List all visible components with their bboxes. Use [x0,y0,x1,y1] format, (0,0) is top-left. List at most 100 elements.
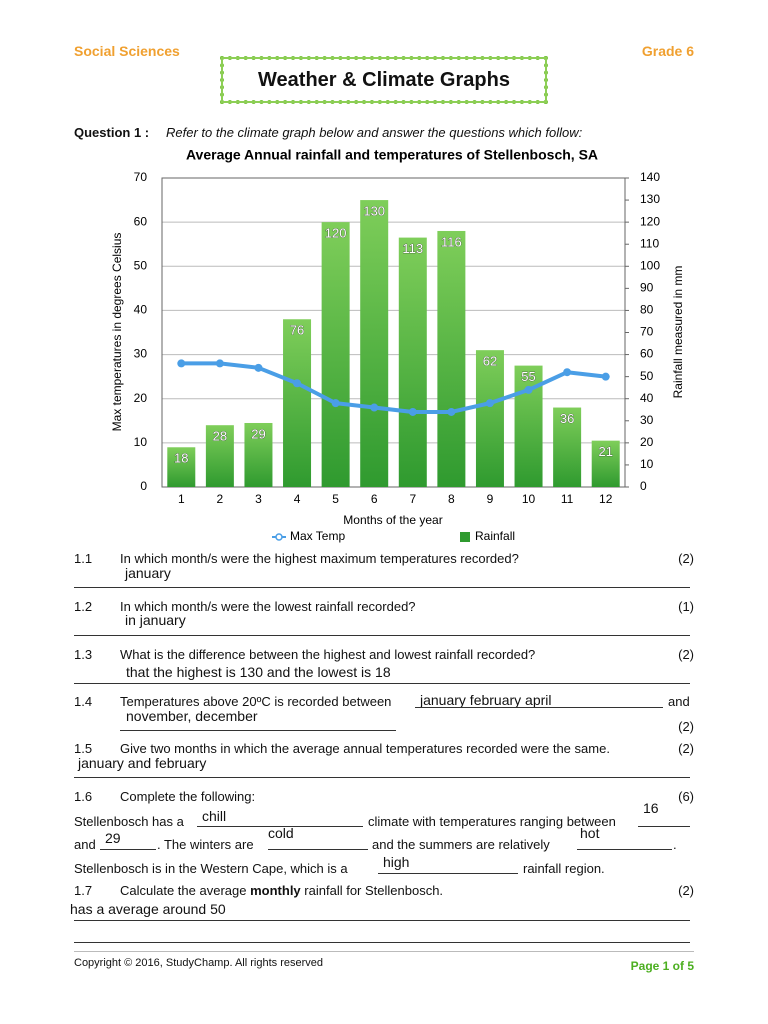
answer: january [125,565,171,581]
y2-tick-label: 80 [640,303,654,317]
x-tick-label: 6 [371,492,378,506]
answer-line [74,777,690,778]
point [331,399,340,408]
answer-line [100,849,156,850]
x-tick-label: 3 [255,492,262,506]
point [485,399,494,408]
answer: cold [268,825,294,841]
y-tick-label: 50 [134,258,148,272]
answer-line [74,942,690,943]
answer-line [74,587,690,588]
answer: 16 [643,800,659,816]
point [524,385,533,394]
q-marks: (2) [678,883,694,898]
answer-line [577,849,672,850]
bar-label: 116 [441,234,462,249]
bar [321,222,350,487]
q-marks: (2) [678,719,694,734]
answer: high [383,854,410,870]
answer: in january [125,612,186,628]
legend-label: Max Temp [290,529,345,543]
q-number: 1.7 [74,883,93,898]
y2-tick-label: 70 [640,325,654,339]
bar-label: 36 [560,411,574,426]
answer-line [415,707,663,708]
y2-axis-title: Rainfall measured in mm [671,266,685,399]
q-number: 1.3 [74,647,93,662]
legend-swatch [275,533,283,541]
x-tick-label: 1 [178,492,185,506]
question-label: Question 1 : [74,125,150,140]
answer-line [74,920,690,921]
plot-frame [161,177,626,488]
sentence: and the summers are relatively [372,837,550,852]
answer: january february april [420,692,552,708]
legend-label: Rainfall [475,529,515,543]
q-marks: (2) [678,741,694,756]
answer-line [74,683,690,684]
y2-tick-label: 60 [640,347,654,361]
sentence: rainfall region. [523,861,605,876]
answer-line [268,849,368,850]
y2-tick-label: 90 [640,281,654,295]
answer-line [120,730,396,731]
x-tick-label: 9 [487,492,494,506]
answer: has a average around 50 [70,901,226,917]
q-text: Calculate the average monthly rainfall f… [120,883,443,899]
x-axis-title: Months of the year [343,513,442,527]
instruction: Refer to the climate graph below and ans… [166,125,583,140]
bar [398,237,427,487]
bar-label: 76 [290,323,304,338]
point [370,403,379,412]
y2-tick-label: 130 [640,192,660,206]
y-tick-label: 60 [134,214,148,228]
footer-rule [74,951,694,952]
q-number: 1.1 [74,551,93,566]
chart-title: Average Annual rainfall and temperatures… [186,147,598,163]
y2-tick-label: 140 [640,170,660,184]
y-tick-label: 40 [134,303,148,317]
sentence: . The winters are [157,837,254,852]
y-tick-label: 30 [134,347,148,361]
q-marks: (2) [678,551,694,566]
q-marks: (1) [678,599,694,614]
q-marks: (2) [678,647,694,662]
bar [437,230,466,487]
q-bold: monthly [250,883,301,898]
copyright: Copyright © 2016, StudyChamp. All rights… [74,957,324,969]
x-tick-label: 7 [409,492,416,506]
y-tick-label: 20 [134,391,148,405]
y-tick-label: 0 [140,479,147,493]
line [181,361,606,414]
bar [591,440,620,487]
q-text: Give two months in which the average ann… [120,741,610,756]
x-tick-label: 4 [294,492,301,506]
answer: november, december [126,708,258,724]
bar [475,350,504,487]
subject: Social Sciences [74,43,180,59]
bar-label: 55 [521,369,535,384]
x-tick-label: 10 [522,492,536,506]
title: Weather & Climate Graphs [258,69,510,91]
bar-label: 113 [402,241,423,256]
bar-label: 62 [483,354,497,369]
legend-swatch [460,532,470,542]
q-text: Calculate the average [120,883,247,898]
answer: 29 [105,830,121,846]
y2-tick-label: 30 [640,413,654,427]
q-text: In which month/s were the lowest rainfal… [120,599,416,614]
sentence: Stellenbosch has a [74,814,184,829]
x-tick-label: 2 [217,492,224,506]
q-joiner: and [668,694,690,709]
q-text: Complete the following: [120,789,256,804]
point [408,407,417,416]
answer: january and february [78,755,207,771]
y2-tick-label: 110 [640,236,659,250]
q-number: 1.2 [74,599,93,614]
q-text: In which month/s were the highest maximu… [120,551,519,566]
bar-label: 29 [251,426,265,441]
y2-tick-label: 120 [640,214,660,228]
chart: Average Annual rainfall and temperatures… [110,147,685,543]
bar-label: 130 [363,204,385,219]
